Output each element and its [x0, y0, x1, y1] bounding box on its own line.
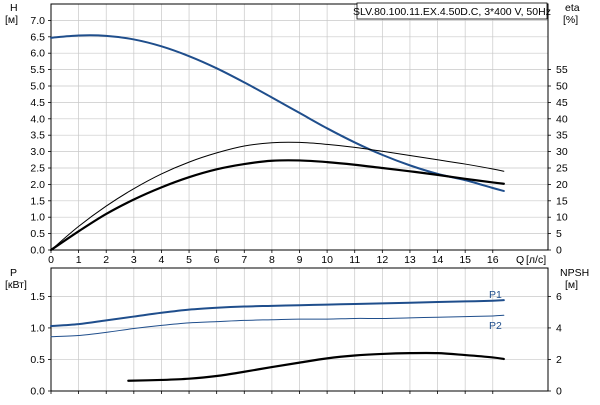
bottom-right-axis-label: NPSH [560, 267, 589, 279]
top-right-tick-label-10: 50 [556, 81, 568, 93]
top-left-tick-label-0: 0.0 [30, 245, 45, 257]
top-right-tick-label-0: 0 [556, 245, 562, 257]
top-x-tick-label-11: 11 [349, 254, 360, 266]
top-left-tick-label-10: 5.0 [30, 81, 45, 93]
top-left-tick-label-11: 5.5 [30, 64, 45, 76]
bottom-left-tick-label-1: 0.5 [30, 354, 45, 366]
bottom-series-line-2 [127, 351, 505, 382]
top-x-tick-label-14: 14 [432, 254, 444, 266]
title-box [356, 2, 548, 20]
bottom-series [50, 299, 505, 382]
top-left-tick-label-13: 6.5 [30, 31, 45, 43]
top-x-tick-label-2: 2 [103, 254, 109, 266]
series-label-p1: P1 [489, 289, 502, 301]
top-right-axis-label: eta [565, 2, 580, 14]
top-left-tick-label-12: 6.0 [30, 48, 45, 60]
top-x-tick-label-13: 13 [404, 254, 416, 266]
top-left-tick-label-8: 4.0 [30, 113, 45, 125]
top-series-line-2 [49, 159, 505, 252]
bottom-left-axis-label: P [10, 267, 17, 279]
top-x-tick-label-15: 15 [459, 254, 471, 266]
top-x-tick-label-4: 4 [159, 254, 165, 266]
bottom-right-tick-label-1: 2 [556, 354, 562, 366]
bottom-right-tick-label-0: 0 [556, 386, 562, 398]
bottom-right-tick-label-3: 6 [556, 291, 562, 303]
top-x-tick-label-12: 12 [376, 254, 388, 266]
top-right-tick-label-11: 55 [556, 64, 568, 76]
top-x-tick-label-1: 1 [76, 254, 82, 266]
series-label-p2: P2 [489, 320, 502, 332]
bottom-series-line-1 [50, 314, 505, 338]
bottom-tick-labels: 0.0 0.5 1.0 1.5 0 2 4 6 [30, 291, 562, 398]
top-left-tick-label-6: 3.0 [30, 146, 45, 158]
top-tick-labels: 0 1 2 3 4 5 6 7 8 9 10 11 12 13 14 15 160.00.51.01.52.02… [30, 15, 567, 266]
top-right-axis-unit: [%] [563, 14, 578, 26]
top-left-tick-label-2: 1.0 [30, 212, 45, 224]
top-left-tick-label-9: 4.5 [30, 97, 45, 109]
top-x-tick-label-6: 6 [214, 254, 220, 266]
top-left-axis-unit: [м] [5, 14, 18, 26]
top-x-tick-label-16: 16 [487, 254, 499, 266]
top-left-tick-label-14: 7.0 [30, 15, 45, 27]
chart-title: SLV.80.100.11.EX.4.50D.C, 3*400 V, 50Hz [353, 6, 551, 18]
top-series-line-0 [50, 34, 505, 192]
x-axis-label: Q [516, 254, 524, 266]
top-grid [50, 4, 548, 251]
bottom-left-tick-label-0: 0.0 [30, 386, 45, 398]
top-right-tick-label-4: 20 [556, 179, 568, 191]
bottom-right-tick-label-2: 4 [556, 322, 562, 334]
top-right-tick-label-6: 30 [556, 146, 568, 158]
bottom-left-tick-label-3: 1.5 [30, 291, 45, 303]
top-left-tick-label-1: 0.5 [30, 228, 45, 240]
top-right-tick-label-3: 15 [556, 195, 568, 207]
top-left-tick-label-3: 1.5 [30, 195, 45, 207]
top-x-tick-label-5: 5 [186, 254, 192, 266]
bottom-left-tick-label-2: 1.0 [30, 322, 45, 334]
top-right-tick-label-7: 35 [556, 130, 568, 142]
top-x-tick-label-3: 3 [131, 254, 137, 266]
top-x-tick-label-0: 0 [48, 254, 54, 266]
top-left-tick-label-4: 2.0 [30, 179, 45, 191]
top-x-tick-label-7: 7 [241, 254, 247, 266]
top-series-line-1 [50, 141, 505, 251]
top-x-tick-label-10: 10 [321, 254, 333, 266]
top-x-tick-label-9: 9 [297, 254, 303, 266]
top-right-tick-label-5: 25 [556, 163, 568, 175]
bottom-left-axis-unit: [кВт] [5, 279, 27, 291]
top-x-tick-label-8: 8 [269, 254, 275, 266]
top-left-axis-label: H [10, 2, 18, 14]
top-right-tick-label-2: 10 [556, 212, 568, 224]
bottom-right-axis-unit: [м] [565, 279, 578, 291]
top-right-tick-label-9: 45 [556, 97, 568, 109]
top-right-tick-label-8: 40 [556, 113, 568, 125]
x-axis-unit: [л/с] [526, 254, 546, 266]
top-left-tick-label-7: 3.5 [30, 130, 45, 142]
top-left-tick-label-5: 2.5 [30, 163, 45, 175]
bottom-series-line-0 [50, 299, 505, 328]
top-series [49, 34, 505, 252]
top-right-tick-label-1: 5 [556, 228, 562, 240]
